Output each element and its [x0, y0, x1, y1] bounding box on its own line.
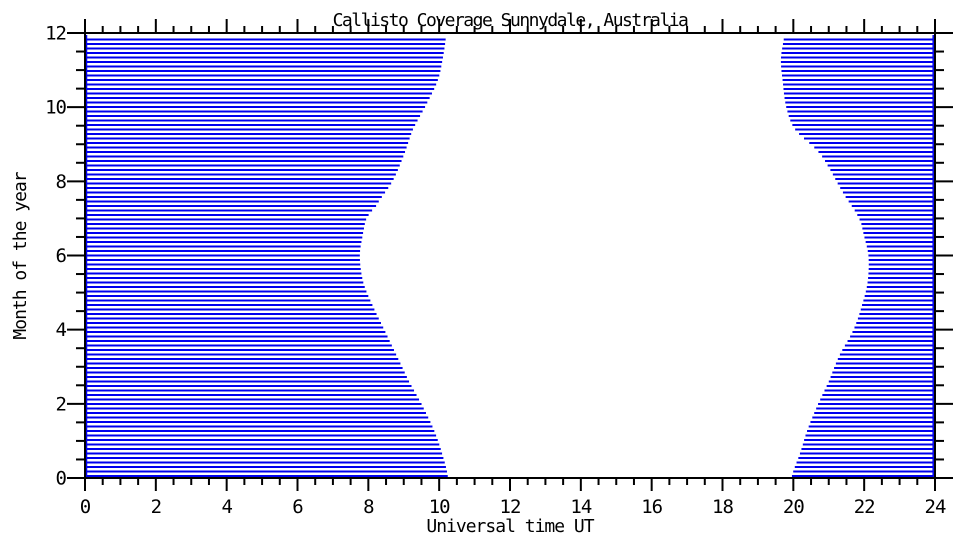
coverage-hatch-layer	[85, 35, 934, 477]
x-tick-label: 14	[570, 496, 591, 518]
y-axis-ticks	[67, 32, 953, 479]
y-tick-label: 12	[45, 23, 66, 45]
y-tick-label: 4	[56, 319, 67, 341]
y-tick-label: 6	[56, 245, 67, 267]
x-tick-label: 16	[641, 496, 662, 518]
x-tick-label: 0	[80, 496, 91, 518]
x-tick-label: 22	[854, 496, 875, 518]
x-axis-ticks	[84, 19, 936, 491]
x-tick-label: 24	[925, 496, 946, 518]
x-tick-label: 18	[712, 496, 733, 518]
x-tick-label: 20	[783, 496, 804, 518]
x-tick-labels: 0 2 4 6 8 10 12 14 16 18 20 22 24	[80, 496, 947, 518]
y-axis-label: Month of the year	[10, 171, 31, 339]
y-tick-label: 10	[45, 97, 66, 119]
x-tick-label: 2	[151, 496, 161, 518]
x-tick-label: 4	[221, 496, 232, 518]
x-tick-label: 10	[429, 496, 450, 518]
chart-title: Callisto Coverage Sunnydale, Australia	[333, 10, 688, 31]
y-tick-labels: 0 2 4 6 8 10 12	[45, 23, 67, 490]
axis-ticks	[67, 19, 953, 491]
x-axis-label: Universal time UT	[426, 516, 594, 537]
x-tick-label: 6	[292, 496, 303, 518]
x-tick-label: 12	[500, 496, 521, 518]
coverage-hatch-early-ut	[85, 35, 448, 477]
x-tick-label: 8	[363, 496, 374, 518]
y-tick-label: 8	[56, 171, 67, 193]
y-tick-label: 2	[56, 393, 66, 415]
coverage-hatch-late-ut	[780, 35, 934, 477]
y-tick-label: 0	[56, 468, 67, 490]
